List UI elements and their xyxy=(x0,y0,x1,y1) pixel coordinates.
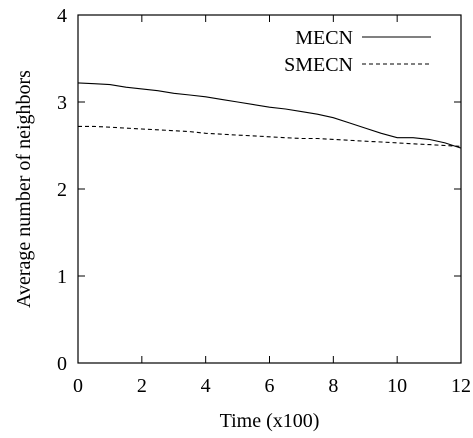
x-tick-label: 10 xyxy=(387,375,407,397)
x-tick-label: 4 xyxy=(201,375,211,397)
x-tick-label: 6 xyxy=(265,375,275,397)
series-layer xyxy=(77,82,462,149)
x-tick-label: 12 xyxy=(451,375,471,397)
x-tick-label: 2 xyxy=(137,375,147,397)
legend-label-mecn: MECN xyxy=(295,27,353,49)
legend: MECN SMECN xyxy=(284,27,431,76)
y-axis-title: Average number of neighbors xyxy=(13,70,35,308)
x-axis-title: Time (x100) xyxy=(220,410,320,432)
legend-label-smecn: SMECN xyxy=(284,54,353,76)
y-tick-label: 4 xyxy=(57,5,67,27)
x-tick-label: 8 xyxy=(328,375,338,397)
x-tick-label: 0 xyxy=(73,375,83,397)
y-tick-label: 3 xyxy=(57,92,67,114)
axis-ticks xyxy=(77,14,462,364)
series-line-smecn xyxy=(78,125,462,147)
y-tick-label: 2 xyxy=(57,179,67,201)
plot-area xyxy=(77,14,462,364)
y-tick-label: 1 xyxy=(57,266,67,288)
y-tick-label: 0 xyxy=(57,353,67,375)
series-line-mecn xyxy=(77,82,462,149)
plot-frame xyxy=(77,14,462,364)
